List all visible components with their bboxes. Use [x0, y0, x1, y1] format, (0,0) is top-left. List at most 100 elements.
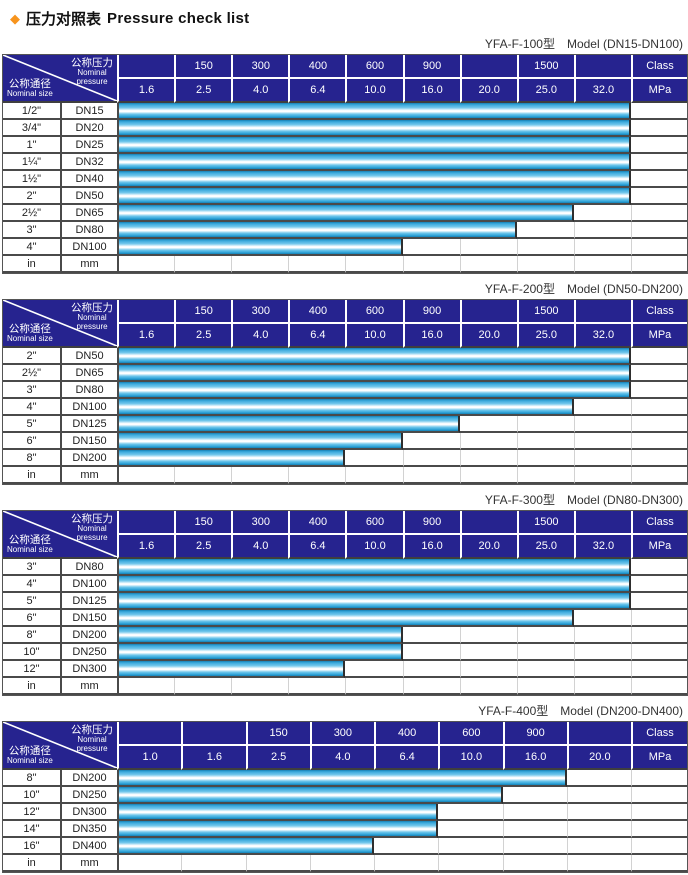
empty-cell — [459, 467, 517, 484]
corner-size-label: 公称通径 Nominal size — [7, 78, 53, 99]
size-dn-cell: DN65 — [60, 205, 117, 222]
pressure-range-bar — [119, 239, 401, 254]
pressure-class-cell: 150 — [174, 300, 232, 324]
header-class-row: 公称压力 Nominal pressure 公称通径 Nominal size 150 30… — [3, 511, 687, 559]
size-dn-cell: DN200 — [60, 627, 117, 644]
empty-cell — [630, 239, 687, 256]
size-dn-cell: DN15 — [60, 103, 117, 120]
pressure-range-bar — [119, 559, 629, 574]
pressure-mpa-cell: 1.6 — [117, 535, 175, 559]
pressure-class-cell: Class — [630, 55, 687, 79]
page-title: ◆ 压力对照表 Pressure check list — [10, 8, 686, 29]
pressure-mpa-cell: 4.0 — [231, 535, 289, 559]
pressure-class-cell: 600 — [345, 55, 403, 79]
empty-cell — [630, 137, 687, 154]
pressure-range-bar-cell — [117, 365, 631, 382]
empty-cell — [516, 661, 574, 678]
size-dn-cell: mm — [60, 256, 117, 273]
pressure-class-cell: 300 — [231, 55, 289, 79]
pressure-range-bar-cell — [117, 171, 631, 188]
diagonal-divider — [3, 511, 117, 557]
empty-cell — [459, 450, 517, 467]
pressure-label-zh: 公称压力 — [71, 302, 113, 314]
caption-range: Model (DN15-DN100) — [566, 37, 683, 51]
pressure-mpa-cell: 32.0 — [573, 79, 631, 103]
pressure-range-bar — [119, 610, 572, 625]
pressure-mpa-cell: 20.0 — [459, 79, 517, 103]
pressure-range-bar-cell — [117, 222, 517, 239]
pressure-range-bar-cell — [117, 348, 631, 365]
empty-cell — [573, 644, 631, 661]
pressure-range-bar — [119, 222, 515, 237]
table-row: 10" DN250 — [3, 644, 687, 661]
pressure-range-bar — [119, 770, 565, 785]
empty-cell — [631, 821, 687, 838]
pressure-mpa-cell: 10.0 — [345, 535, 403, 559]
pressure-class-cell: 400 — [288, 300, 346, 324]
size-inch-cell: 16" — [3, 838, 60, 855]
empty-cell — [402, 239, 460, 256]
table-row: 4" DN100 — [3, 576, 687, 593]
size-inch-cell: in — [3, 855, 60, 872]
pressure-range-bar — [119, 644, 401, 659]
pressure-class-cell: 900 — [502, 722, 567, 746]
empty-cell — [231, 256, 289, 273]
empty-cell — [630, 627, 687, 644]
pressure-mpa-cell: 16.0 — [502, 746, 567, 770]
size-inch-cell: 10" — [3, 787, 60, 804]
pressure-class-cell: 400 — [288, 55, 346, 79]
empty-cell — [374, 855, 439, 872]
pressure-label-en2: pressure — [76, 76, 108, 86]
empty-cell — [516, 678, 574, 695]
empty-cell — [345, 678, 403, 695]
size-inch-cell: 2½" — [3, 365, 60, 382]
empty-cell — [288, 256, 346, 273]
empty-cell — [630, 399, 687, 416]
pressure-mpa-cell: 4.0 — [309, 746, 374, 770]
pressure-mpa-cell: 6.4 — [288, 535, 346, 559]
pressure-range-bar-cell — [117, 137, 631, 154]
header-mpa-row: 1.6 2.5 4.0 6.4 10.0 16.0 20.0 25.0 32.0 MPa — [3, 324, 687, 348]
empty-cell — [631, 804, 687, 821]
empty-cell — [516, 416, 574, 433]
empty-cell — [631, 787, 687, 804]
size-inch-cell: in — [3, 256, 60, 273]
size-inch-cell: 14" — [3, 821, 60, 838]
caption-model: YFA-F-100型 — [484, 37, 555, 51]
table-row: 10" DN250 — [3, 787, 687, 804]
corner-header-content: 公称压力 Nominal pressure 公称通径 Nominal size — [3, 55, 117, 101]
pressure-label-zh: 公称压力 — [71, 513, 113, 525]
pressure-label-en2: pressure — [76, 532, 108, 542]
pressure-range-bar-cell — [117, 559, 631, 576]
table-row: 2½" DN65 — [3, 205, 687, 222]
empty-cell — [573, 610, 631, 627]
empty-cell — [630, 610, 687, 627]
pressure-range-bar — [119, 365, 629, 380]
header-class-row: 公称压力 Nominal pressure 公称通径 Nominal size 150 30… — [3, 722, 687, 770]
pressure-range-bar — [119, 205, 572, 220]
table-caption: YFA-F-200型 Model (DN50-DN200) — [2, 274, 686, 299]
empty-cell — [502, 821, 567, 838]
table-caption: YFA-F-100型 Model (DN15-DN100) — [2, 29, 686, 54]
size-label-zh: 公称通径 — [8, 78, 51, 91]
size-dn-cell: DN250 — [60, 787, 117, 804]
corner-header-cell: 公称压力 Nominal pressure 公称通径 Nominal size — [3, 722, 117, 770]
pressure-mpa-cell: 10.0 — [345, 324, 403, 348]
table-caption: YFA-F-400型 Model (DN200-DN400) — [2, 696, 686, 721]
pressure-range-bar-cell — [117, 399, 574, 416]
empty-cell — [566, 770, 631, 787]
pressure-mpa-cell: 16.0 — [402, 324, 460, 348]
header-mpa-row: 1.6 2.5 4.0 6.4 10.0 16.0 20.0 25.0 32.0 MPa — [3, 535, 687, 559]
pressure-table-block: YFA-F-400型 Model (DN200-DN400) 公称压力 Nominal… — [2, 696, 688, 873]
size-inch-cell: 4" — [3, 399, 60, 416]
pressure-class-cell — [117, 511, 175, 535]
empty-cell — [566, 804, 631, 821]
empty-cell — [630, 559, 687, 576]
caption-range: Model (DN200-DN400) — [560, 704, 683, 718]
size-inch-cell: 4" — [3, 576, 60, 593]
pressure-mpa-cell: 6.4 — [374, 746, 439, 770]
empty-cell — [516, 644, 574, 661]
pressure-mpa-cell: 1.0 — [117, 746, 182, 770]
empty-cell — [459, 678, 517, 695]
empty-cell — [309, 855, 374, 872]
